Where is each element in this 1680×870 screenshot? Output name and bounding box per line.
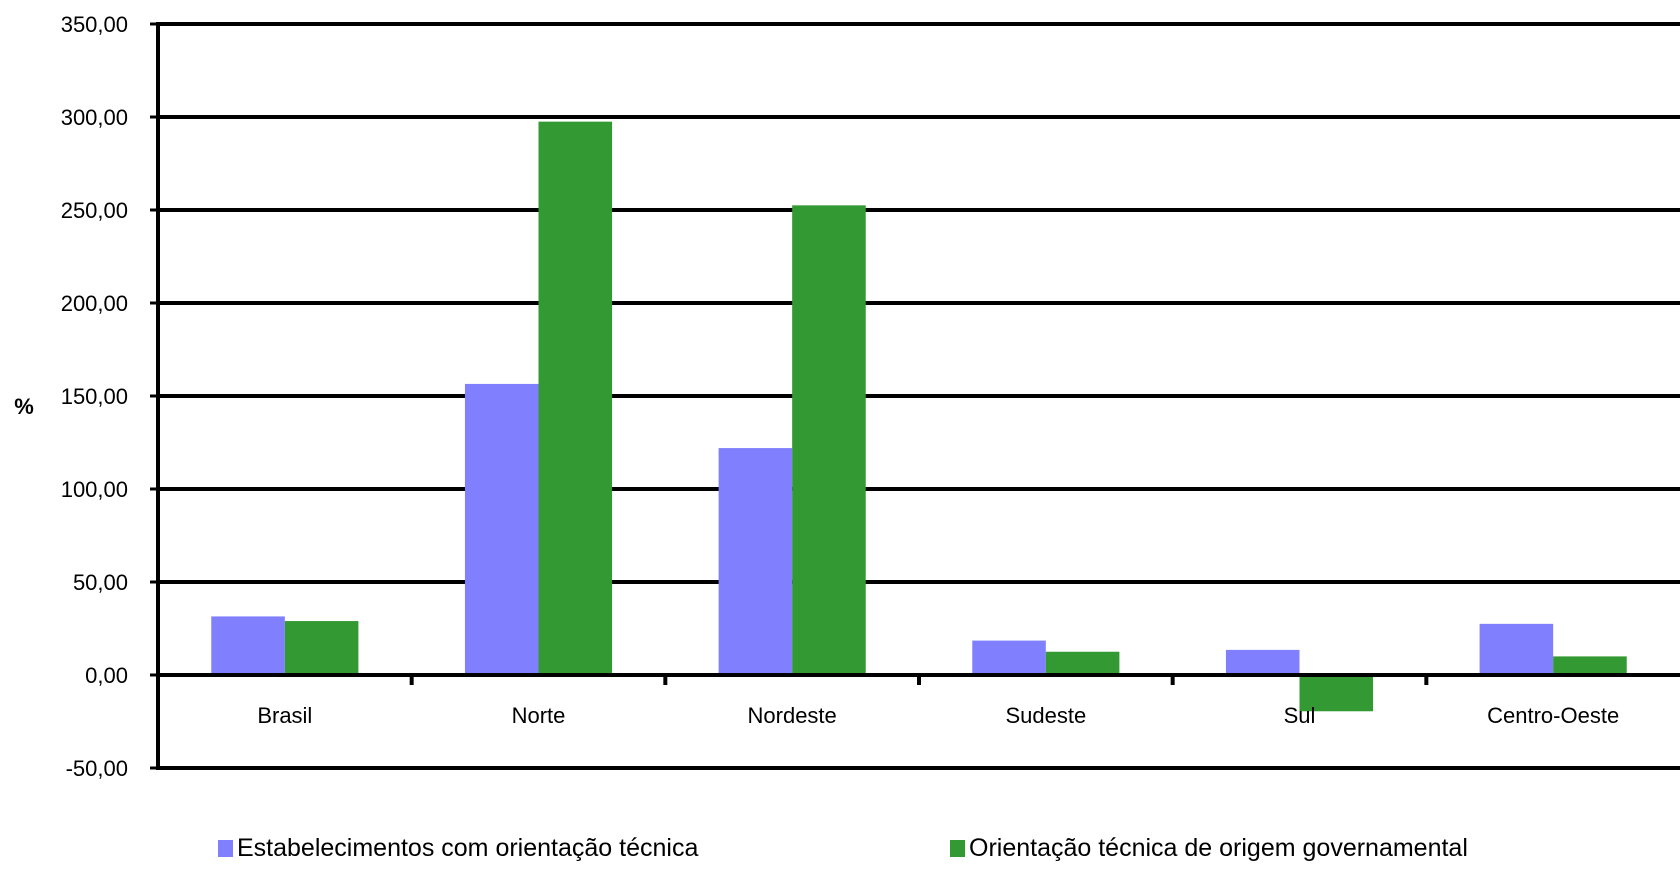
legend-item-series-1: Estabelecimentos com orientação técnica <box>218 834 698 863</box>
y-tick-label: 50,00 <box>73 570 128 595</box>
bar-series-2-brasil <box>284 621 359 675</box>
bar-series-1-nordeste <box>718 448 793 675</box>
bar-series-1-brasil <box>211 616 285 675</box>
x-tick-label: Brasil <box>257 703 312 728</box>
legend-swatch-series-1 <box>218 840 233 857</box>
chart: 350,00 300,00 250,00 200,00 150,00 100,00 50,0… <box>14 12 1680 781</box>
bar-series-2-centro-oeste <box>1553 656 1627 675</box>
legend: Estabelecimentos com orientação técnica … <box>0 834 1680 870</box>
y-tick-labels: 350,00 300,00 250,00 200,00 150,00 100,00 50,0… <box>61 12 128 781</box>
gridlines <box>158 22 1680 770</box>
x-tick-label: Norte <box>512 703 566 728</box>
y-tick-label: 100,00 <box>61 477 128 502</box>
bars <box>211 121 1627 712</box>
y-tick-label: 250,00 <box>61 198 128 223</box>
axes <box>150 22 1680 770</box>
bar-series-1-sudeste <box>972 640 1046 675</box>
bar-series-2-nordeste <box>792 205 866 675</box>
y-tick-label: 300,00 <box>61 105 128 130</box>
bar-series-2-norte <box>538 121 613 675</box>
legend-label-series-1: Estabelecimentos com orientação técnica <box>237 834 699 862</box>
x-tick-label: Nordeste <box>748 703 837 728</box>
bar-series-1-centro-oeste <box>1479 623 1554 675</box>
bar-series-1-sul <box>1225 649 1300 675</box>
y-tick-label: 200,00 <box>61 291 128 316</box>
y-tick-label: 350,00 <box>61 12 128 37</box>
bar-series-2-sudeste <box>1045 651 1120 675</box>
x-tick-label: Sul <box>1284 703 1316 728</box>
y-tick-label: -50,00 <box>66 756 128 781</box>
x-tick-labels: Brasil Norte Nordeste Sudeste Sul Centro-Oest… <box>257 703 1619 728</box>
x-tick-label: Centro-Oeste <box>1487 703 1619 728</box>
bar-series-2-sul <box>1299 675 1374 712</box>
bar-series-1-norte <box>464 383 539 675</box>
legend-item-series-2: Orientação técnica de origem governament… <box>950 834 1468 863</box>
y-tick-label: 0,00 <box>85 663 128 688</box>
y-axis-label: % <box>14 394 34 419</box>
legend-label-series-2: Orientação técnica de origem governament… <box>969 834 1468 862</box>
x-tick-label: Sudeste <box>1005 703 1086 728</box>
legend-swatch-series-2 <box>950 840 965 857</box>
y-tick-label: 150,00 <box>61 384 128 409</box>
